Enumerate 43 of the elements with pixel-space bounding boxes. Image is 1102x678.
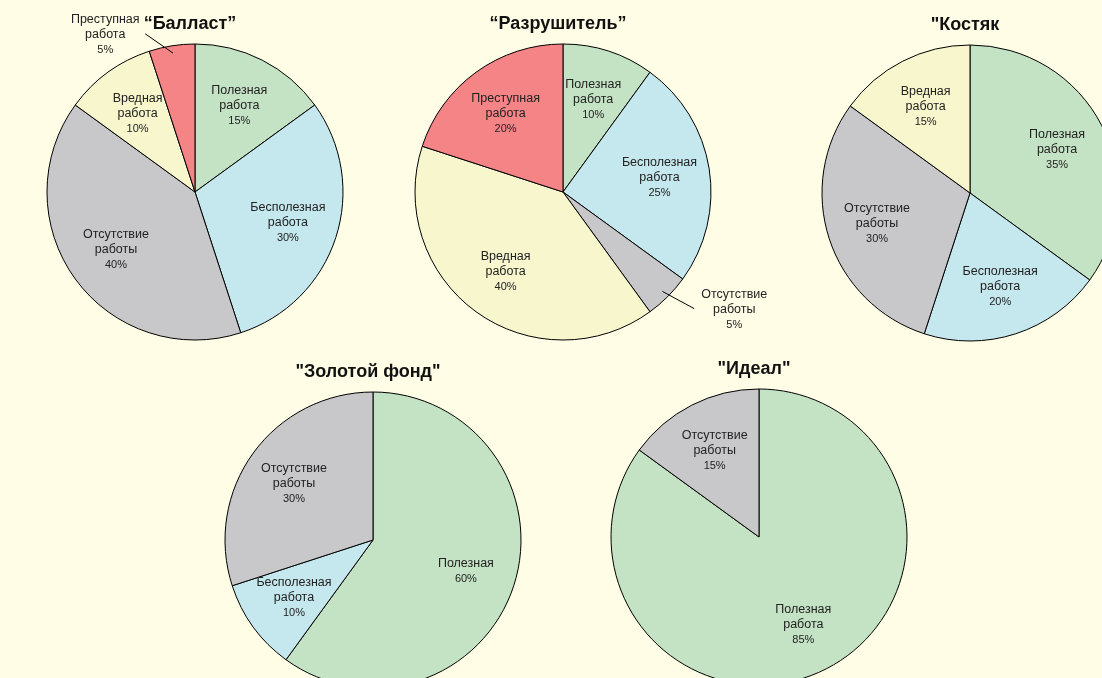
data-label: 5%: [97, 42, 114, 55]
slice-label: Отсутствие работы: [261, 460, 327, 490]
slice-label: Бесполезная работа: [250, 200, 326, 230]
data-label: 40%: [494, 280, 517, 293]
slice-label: Бесполезная работа: [621, 154, 698, 184]
chart-title: "Идеал": [717, 358, 791, 378]
data-label: 15%: [914, 114, 937, 127]
slice-label: Полезная работа: [1029, 126, 1086, 156]
data-label: 30%: [276, 231, 300, 244]
chart-title: “Балласт”: [143, 13, 237, 33]
data-label: 15%: [228, 113, 251, 126]
slice-label: Преступная работа: [471, 90, 540, 120]
data-label: 20%: [989, 294, 1012, 307]
slice-label: Преступная работа: [70, 11, 140, 41]
slice-label: Полезная работа: [775, 602, 832, 632]
data-label: 10%: [282, 606, 306, 619]
data-label: 30%: [282, 491, 306, 504]
slice-label: Вредная работа: [900, 83, 951, 113]
data-label: 20%: [494, 121, 517, 134]
slice-label: Полезная работа: [211, 82, 268, 112]
chart-title: "Золотой фонд": [295, 361, 441, 381]
data-label: 10%: [126, 121, 149, 134]
data-label: 30%: [866, 232, 889, 245]
slice-label: Отсутствие работы: [681, 427, 748, 457]
slice-label: Вредная работа: [480, 249, 531, 279]
chart-title: “Разрушитель”: [489, 13, 627, 33]
data-label: 15%: [703, 458, 726, 471]
data-label: 85%: [792, 633, 815, 646]
data-label: 25%: [648, 185, 671, 198]
slice-label: Отсутствие работы: [701, 286, 768, 316]
chart-title: "Костяк: [930, 14, 1001, 34]
slice-label: Полезная: [437, 555, 494, 570]
slice-label: Бесполезная работа: [256, 575, 332, 605]
slice-label: Бесполезная работа: [962, 263, 1038, 293]
data-label: 10%: [582, 108, 605, 121]
slice-label: Отсутствие работы: [844, 201, 911, 231]
data-label: 40%: [104, 258, 128, 271]
data-label: 60%: [454, 571, 478, 584]
data-label: 5%: [726, 317, 743, 330]
slice-label: Полезная работа: [565, 77, 622, 107]
slice-label: Отсутствие работы: [83, 227, 149, 257]
slice-label: Вредная работа: [112, 90, 163, 120]
data-label: 35%: [1046, 157, 1069, 170]
